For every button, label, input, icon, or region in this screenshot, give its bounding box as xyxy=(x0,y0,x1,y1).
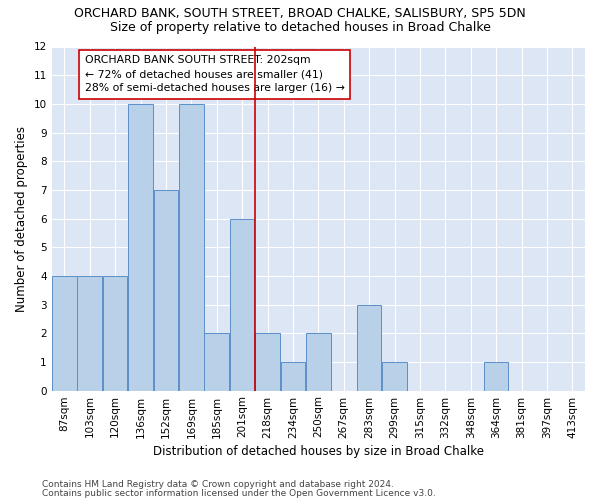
Text: Contains public sector information licensed under the Open Government Licence v3: Contains public sector information licen… xyxy=(42,489,436,498)
Bar xyxy=(179,104,203,391)
Bar xyxy=(382,362,407,390)
Text: ORCHARD BANK, SOUTH STREET, BROAD CHALKE, SALISBURY, SP5 5DN: ORCHARD BANK, SOUTH STREET, BROAD CHALKE… xyxy=(74,8,526,20)
Bar xyxy=(306,333,331,390)
Bar xyxy=(484,362,508,390)
Bar xyxy=(230,218,254,390)
Text: ORCHARD BANK SOUTH STREET: 202sqm
← 72% of detached houses are smaller (41)
28% : ORCHARD BANK SOUTH STREET: 202sqm ← 72% … xyxy=(85,55,344,93)
Bar xyxy=(357,304,382,390)
Bar xyxy=(255,333,280,390)
Bar xyxy=(77,276,102,390)
Bar xyxy=(128,104,153,391)
Bar xyxy=(154,190,178,390)
X-axis label: Distribution of detached houses by size in Broad Chalke: Distribution of detached houses by size … xyxy=(153,444,484,458)
Text: Size of property relative to detached houses in Broad Chalke: Size of property relative to detached ho… xyxy=(110,21,490,34)
Y-axis label: Number of detached properties: Number of detached properties xyxy=(15,126,28,312)
Bar xyxy=(205,333,229,390)
Bar xyxy=(281,362,305,390)
Text: Contains HM Land Registry data © Crown copyright and database right 2024.: Contains HM Land Registry data © Crown c… xyxy=(42,480,394,489)
Bar xyxy=(103,276,127,390)
Bar xyxy=(52,276,77,390)
